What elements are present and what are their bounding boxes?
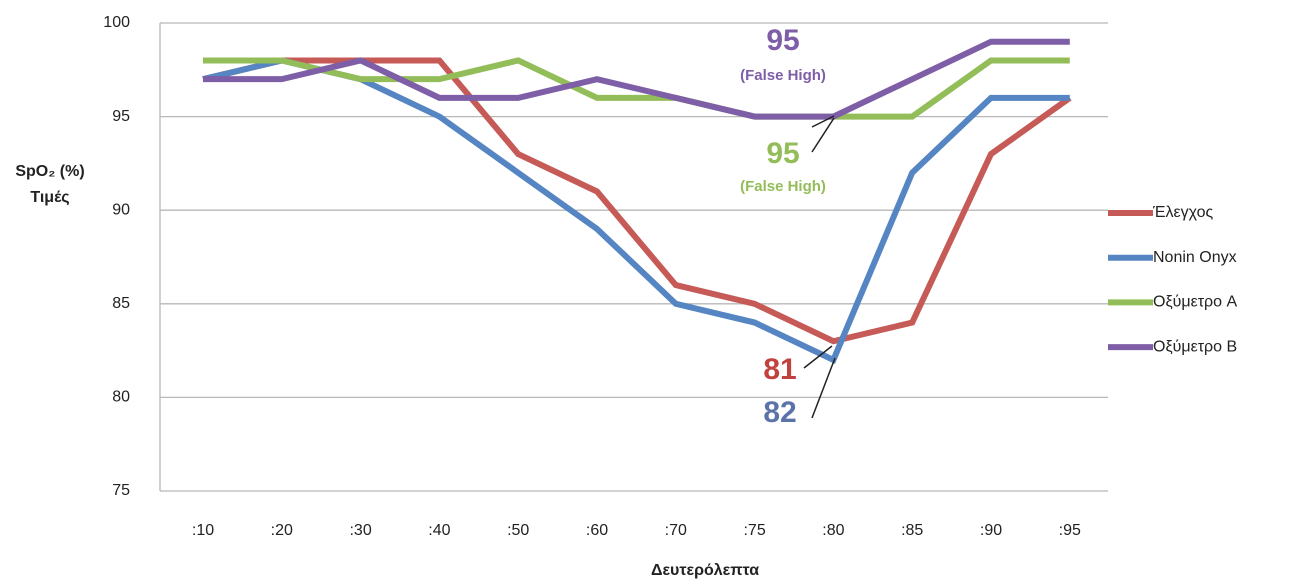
- x-tick-label: :50: [507, 522, 529, 539]
- annotation: 95: [766, 137, 799, 170]
- y-axis-label: SpO₂ (%): [15, 163, 84, 180]
- annotation-note: (False High): [740, 67, 826, 84]
- x-tick-label: :85: [901, 522, 923, 539]
- x-tick-label: :20: [271, 522, 293, 539]
- legend-label: Οξύμετρο A: [1153, 294, 1237, 311]
- annotation: 82: [763, 396, 796, 429]
- annotation: 95: [766, 24, 799, 57]
- series-line: [203, 57, 1070, 120]
- leader-line: [811, 117, 835, 153]
- x-tick-label: :90: [980, 522, 1002, 539]
- x-tick-label: :70: [665, 522, 687, 539]
- x-tick-label: :30: [349, 522, 371, 539]
- y-tick-label: 100: [103, 14, 130, 31]
- y-axis-label: Τιμές: [30, 189, 69, 206]
- x-tick-label: :75: [743, 522, 765, 539]
- x-tick-label: :80: [822, 522, 844, 539]
- leader-line: [803, 345, 833, 369]
- leader-line: [811, 115, 835, 128]
- series-line: [203, 38, 1070, 120]
- y-tick-label: 90: [112, 201, 130, 218]
- y-tick-label: 80: [112, 389, 130, 406]
- x-tick-label: :40: [428, 522, 450, 539]
- legend-label: Έλεγχος: [1152, 204, 1214, 221]
- x-axis-label: Δευτερόλεπτα: [651, 562, 759, 579]
- series-line: [202, 57, 1072, 345]
- x-tick-label: :60: [586, 522, 608, 539]
- leader-line: [811, 357, 836, 419]
- annotation-note: (False High): [740, 178, 826, 195]
- y-tick-label: 75: [112, 482, 130, 499]
- legend-label: Nonin Onyx: [1153, 249, 1237, 266]
- y-tick-label: 85: [112, 295, 130, 312]
- legend-label: Οξύμετρο B: [1153, 338, 1237, 355]
- x-tick-label: :95: [1059, 522, 1081, 539]
- x-tick-label: :10: [192, 522, 214, 539]
- annotation: 81: [763, 353, 796, 386]
- y-tick-label: 95: [112, 108, 130, 125]
